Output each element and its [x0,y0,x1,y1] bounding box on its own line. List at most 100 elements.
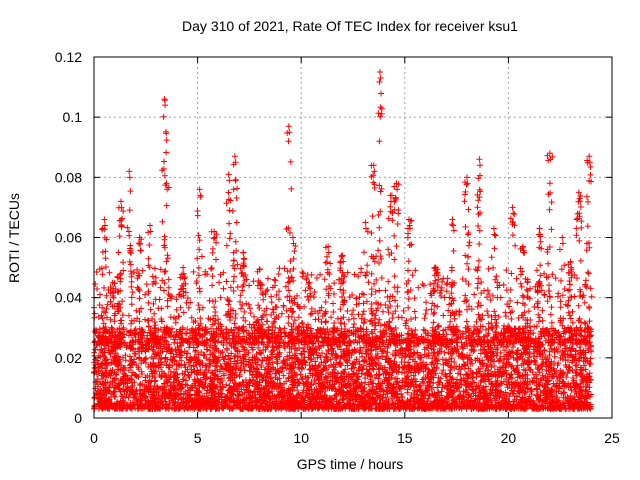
data-point [186,363,193,370]
data-point [413,360,420,367]
data-point [520,366,527,373]
data-point [586,370,593,377]
data-point [351,401,358,408]
data-point [420,393,427,400]
data-point [285,374,292,381]
data-point [168,389,175,396]
data-point [514,380,521,387]
data-point [301,399,308,406]
data-point [506,393,513,400]
data-point [169,347,176,354]
data-point [392,347,399,354]
data-point [379,380,386,387]
data-point [225,352,232,359]
data-point [452,399,459,406]
data-point [311,346,318,353]
data-point [554,378,561,385]
data-point [192,347,199,354]
data-point [288,355,295,362]
data-point [247,368,254,375]
data-point [153,389,160,396]
data-point [179,370,186,377]
data-point [178,342,185,349]
data-point [129,382,136,389]
data-point [179,396,186,403]
data-point [511,385,518,392]
data-point [477,365,484,372]
data-point [123,328,130,335]
data-point [389,399,396,406]
data-point [300,357,307,364]
data-point [561,342,568,349]
data-point [330,403,337,410]
data-point [351,385,358,392]
data-point [173,386,180,393]
data-point [440,331,447,338]
data-point [91,328,98,335]
data-point [227,355,234,362]
data-point [172,372,179,379]
data-point [242,377,249,384]
data-point [360,344,367,351]
data-point [187,357,194,364]
data-point [498,380,505,387]
data-point [240,396,247,403]
data-point [298,375,305,382]
data-point [176,381,183,388]
data-point [207,351,214,358]
data-point [264,354,271,361]
data-point [299,351,306,358]
data-point [541,346,548,353]
data-point [229,370,236,377]
data-point [333,388,340,395]
data-point [133,390,140,397]
data-point [453,385,460,392]
data-point [404,362,411,369]
data-point [136,355,143,362]
data-point [260,347,267,354]
data-point [410,400,417,407]
data-point [487,386,494,393]
data-point [144,372,151,379]
data-point [408,405,415,412]
data-point [176,339,183,346]
data-point [488,364,495,371]
data-point [200,352,207,359]
data-point [482,368,489,375]
data-point [569,367,576,374]
data-point [446,370,453,377]
data-point [386,364,393,371]
data-point [440,367,447,374]
data-point [401,359,408,366]
data-point [551,353,558,360]
data-point [234,392,241,399]
data-point [182,381,189,388]
data-point [332,364,339,371]
data-point [435,350,442,357]
data-point [563,374,570,381]
data-point [410,372,417,379]
data-point [385,398,392,405]
data-point [534,391,541,398]
data-point [267,368,274,375]
data-point [304,392,311,399]
data-point [376,371,383,378]
data-point [398,369,405,376]
data-point [298,327,305,334]
data-point [553,346,560,353]
data-point [240,344,247,351]
data-point [356,361,363,368]
data-point [167,399,174,406]
data-point [95,394,102,401]
data-point [182,368,189,375]
data-point [148,368,155,375]
data-point [195,369,202,376]
data-point [277,381,284,388]
data-point [375,366,382,373]
data-point [110,375,117,382]
data-point [222,353,229,360]
data-point [572,362,579,369]
data-point [257,349,264,356]
data-point [137,380,144,387]
data-point [434,389,441,396]
